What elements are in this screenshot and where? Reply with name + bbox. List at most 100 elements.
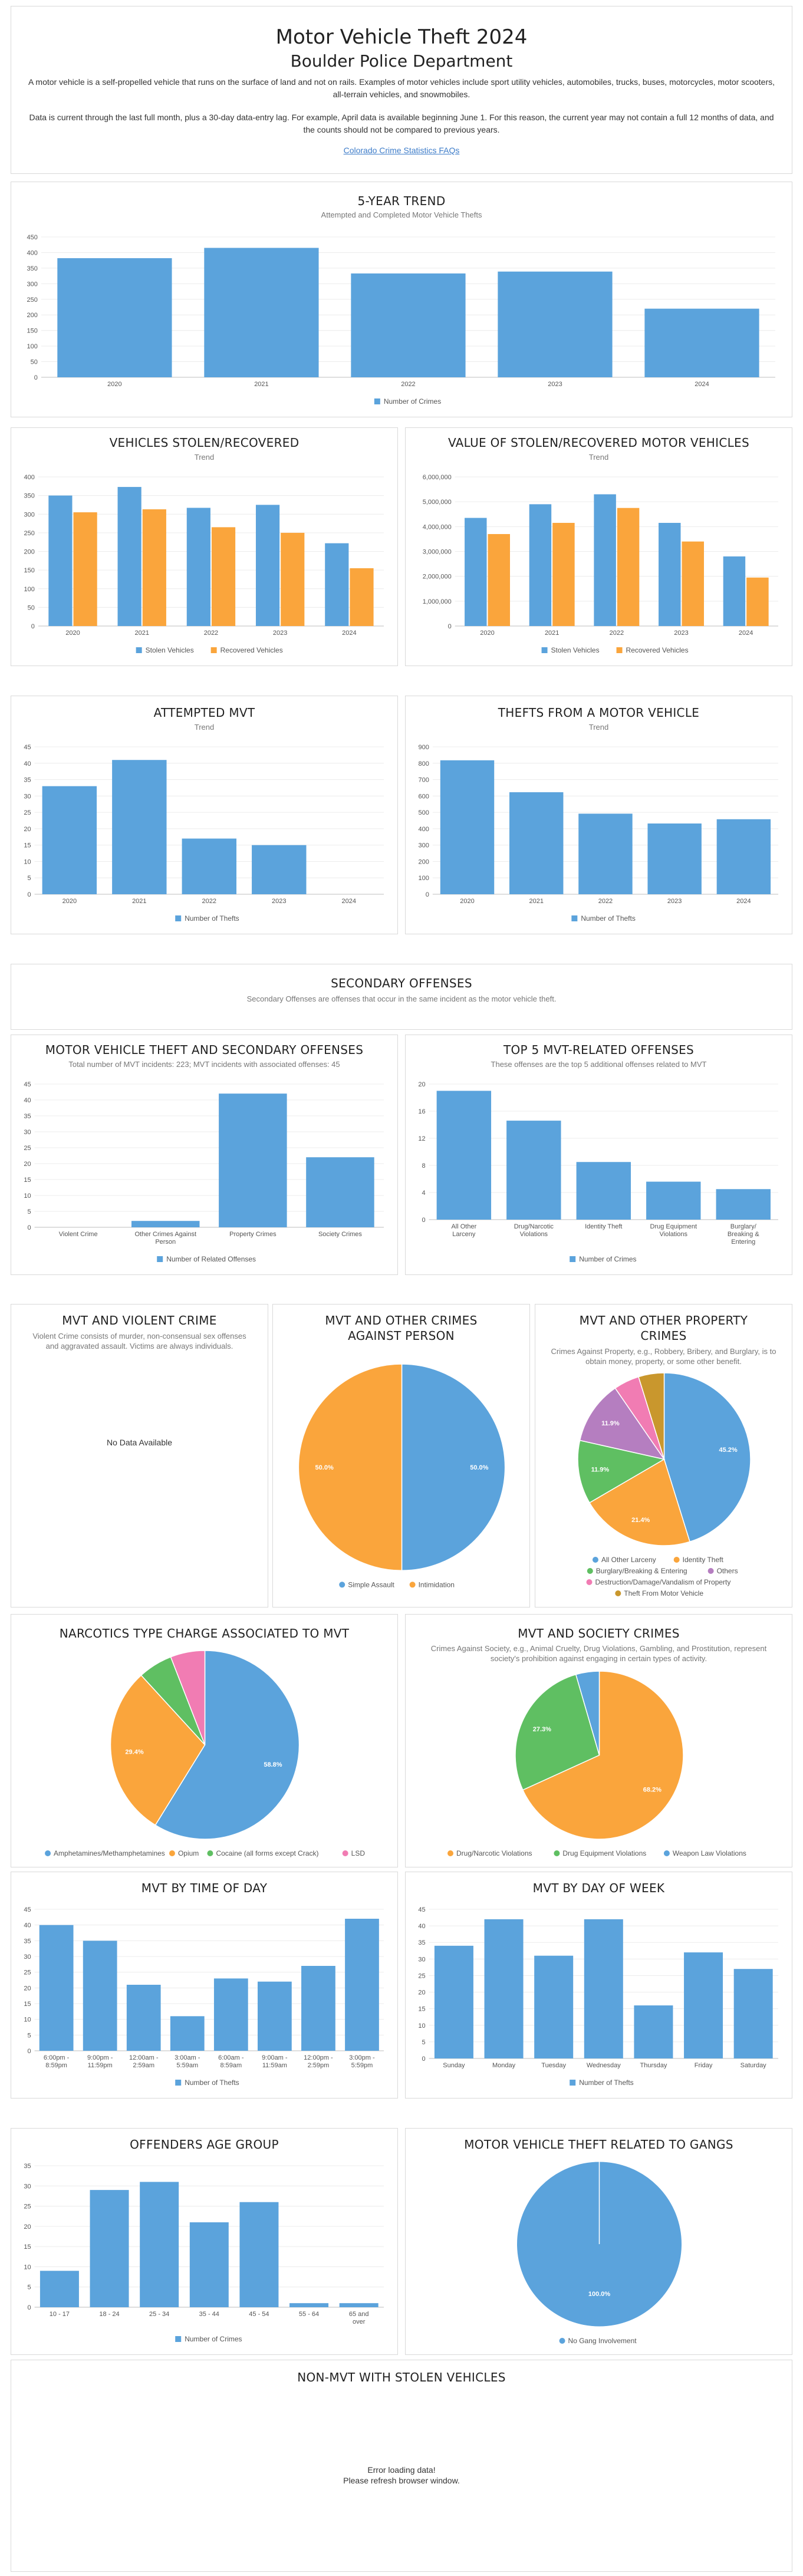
chart-svg: 0 50 100 150 200 250 300 350 400 450 2020 2021 2022 2…	[27, 234, 775, 406]
time-of-day-chart: 0 5 10 15 20 25 30 35 40 45 6:00pm -8:59pm 9:00pm -…	[20, 1905, 390, 2093]
pie-value-label: 29.4%	[125, 1748, 143, 1755]
legend-swatch	[570, 2080, 576, 2086]
bar	[634, 2005, 673, 2058]
legend-label: Cocaine (all forms except Crack)	[216, 1849, 318, 1857]
bar	[90, 2190, 129, 2307]
x-tick-label: 2021	[134, 630, 149, 637]
y-tick-label: 16	[418, 1108, 425, 1115]
pie-value-label: 11.9%	[591, 1466, 610, 1473]
bar	[57, 258, 172, 377]
y-tick-label: 30	[418, 1956, 425, 1963]
bar	[189, 2222, 229, 2307]
x-tick-label: 2024	[695, 381, 709, 388]
legend-swatch	[663, 1850, 670, 1856]
y-tick-label: 15	[24, 2244, 31, 2251]
y-tick-label: 0	[27, 2304, 31, 2311]
legend-swatch	[339, 1582, 345, 1588]
bar	[617, 508, 640, 626]
y-tick-label: 5	[27, 2032, 31, 2039]
bar	[576, 1162, 631, 1220]
from-vehicle-subtitle: Trend	[588, 723, 609, 732]
legend-label: Number of Thefts	[185, 914, 239, 923]
attempted-subtitle: Trend	[194, 723, 215, 732]
x-tick-label: over	[353, 2318, 366, 2325]
attempted-panel: ATTEMPTED MVT Trend 0 5 10 15 20 25 30 35 40 45 20…	[11, 696, 398, 934]
x-tick-label: Sunday	[443, 2062, 465, 2069]
y-tick-label: 45	[24, 1081, 31, 1088]
secondary-title: SECONDARY OFFENSES	[331, 976, 472, 990]
top5-panel: TOP 5 MVT-RELATED OFFENSES These offense…	[405, 1035, 792, 1275]
y-tick-label: 200	[27, 312, 38, 319]
legend-label: Recovered Vehicles	[626, 646, 689, 654]
pie-value-label: 11.9%	[601, 1420, 620, 1427]
x-tick-label: 2022	[204, 630, 218, 637]
x-tick-label: 2023	[667, 898, 682, 905]
chart-svg: 50.0% 50.0% Simple Assault Intimidation	[298, 1363, 506, 1589]
y-tick-label: 15	[24, 842, 31, 849]
non-mvt-title: NON-MVT WITH STOLEN VEHICLES	[297, 2370, 506, 2384]
trend-panel: 5-YEAR TREND Attempted and Completed Mot…	[11, 182, 792, 417]
y-tick-label: 150	[27, 328, 38, 335]
y-tick-label: 10	[24, 858, 31, 865]
bar	[289, 2303, 329, 2307]
bar	[213, 1978, 248, 2051]
x-tick-label: 2023	[548, 381, 562, 388]
legend-swatch	[374, 398, 380, 404]
bar	[584, 1919, 623, 2058]
bar	[465, 518, 487, 626]
x-tick-label: 9:00pm -	[87, 2054, 113, 2061]
legend-swatch	[207, 1850, 213, 1856]
x-tick-label: 8:59pm	[45, 2062, 67, 2069]
mvt-secondary-subtitle: Total number of MVT incidents: 223; MVT …	[68, 1060, 340, 1069]
legend-swatch	[592, 1557, 598, 1563]
mvt-secondary-title: MOTOR VEHICLE THEFT AND SECONDARY OFFENS…	[45, 1043, 364, 1057]
chart-svg: 100.0% No Gang Involvement	[516, 2161, 682, 2345]
y-tick-label: 0	[422, 2055, 425, 2063]
y-tick-label: 0	[426, 891, 429, 898]
chart-svg: 0 5 10 15 20 25 30 35 10 - 17 18 - 24 25 - 34 35 - …	[24, 2163, 384, 2343]
time-of-day-panel: MVT BY TIME OF DAY 0 5 10 15 20 25 30 35 40 45 6:0…	[11, 1872, 398, 2099]
legend-swatch	[707, 1568, 714, 1574]
chart-svg: 0 5 10 15 20 25 30 35 40 45 Violent Crime Other Cri…	[24, 1081, 384, 1263]
y-tick-label: 35	[24, 1113, 31, 1120]
y-tick-label: 0	[27, 891, 31, 898]
chart-svg: 0 50 100 150 200 250 300 350 400 2020 2021 2022 2023…	[24, 474, 384, 654]
y-tick-label: 150	[24, 567, 35, 574]
pie-value-label: 27.3%	[533, 1726, 551, 1733]
x-tick-label: 45 - 54	[249, 2311, 269, 2318]
top5-title: TOP 5 MVT-RELATED OFFENSES	[503, 1043, 695, 1057]
x-tick-label: Thursday	[640, 2062, 667, 2069]
legend-swatch	[554, 1850, 560, 1856]
bar	[281, 532, 305, 626]
legend-label: Number of Related Offenses	[166, 1255, 256, 1263]
header-description: A motor vehicle is a self-propelled vehi…	[28, 77, 775, 99]
bar	[219, 1093, 287, 1227]
y-tick-label: 4,000,000	[423, 523, 452, 531]
x-tick-label: 2022	[401, 381, 415, 388]
legend-swatch	[175, 2080, 182, 2086]
pie-slice	[663, 1372, 751, 1543]
value-subtitle: Trend	[588, 453, 609, 462]
y-tick-label: 35	[24, 777, 31, 784]
property-subtitle: Crimes Against Property, e.g., Robbery, …	[551, 1347, 776, 1366]
y-tick-label: 40	[24, 760, 31, 767]
no-data-message: No Data Available	[106, 1438, 173, 1447]
x-tick-label: 2024	[342, 630, 356, 637]
x-tick-label: 11:59pm	[88, 2062, 113, 2069]
legend-label: No Gang Involvement	[568, 2337, 637, 2345]
legend-swatch	[571, 915, 578, 921]
bar	[126, 1985, 161, 2051]
bar	[509, 792, 564, 894]
x-tick-label: Larceny	[452, 1231, 476, 1238]
y-tick-label: 30	[24, 1954, 31, 1961]
chart-svg: 0 5 10 15 20 25 30 35 40 45 Sunday Monday Tuesday Wed…	[418, 1906, 778, 2087]
y-tick-label: 40	[418, 1923, 425, 1930]
faq-link[interactable]: Colorado Crime Statistics FAQs	[343, 146, 460, 155]
x-tick-label: Friday	[695, 2062, 713, 2069]
y-tick-label: 350	[24, 493, 35, 500]
legend-label: Stolen Vehicles	[146, 646, 194, 654]
from-vehicle-title: THEFTS FROM A MOTOR VEHICLE	[498, 706, 700, 720]
violent-title: MVT AND VIOLENT CRIME	[62, 1313, 217, 1327]
legend-label: Stolen Vehicles	[551, 646, 600, 654]
y-tick-label: 5	[27, 1208, 31, 1215]
